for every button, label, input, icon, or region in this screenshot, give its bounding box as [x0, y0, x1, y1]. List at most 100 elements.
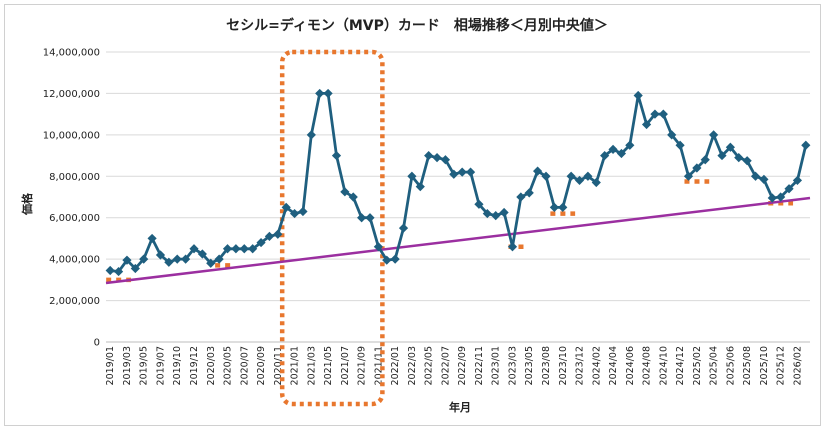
data-point	[507, 242, 518, 252]
data-point	[717, 150, 727, 161]
data-point	[348, 192, 358, 202]
x-tick-label: 2022/01	[390, 346, 401, 385]
y-tick-label: 4,000,000	[49, 255, 100, 266]
data-point	[357, 213, 367, 223]
x-tick-label: 2024/02	[591, 346, 602, 385]
data-point	[105, 265, 115, 276]
data-point	[298, 206, 308, 217]
data-point	[155, 250, 166, 260]
x-tick-label: 2019/01	[105, 346, 116, 385]
x-tick-label: 2020/03	[206, 346, 217, 385]
data-point	[667, 130, 677, 140]
x-axis-label: 年月	[449, 400, 471, 414]
x-tick-label: 2023/01	[491, 346, 502, 385]
data-point	[482, 208, 492, 219]
data-point	[214, 254, 224, 264]
data-point	[616, 148, 627, 159]
data-point	[608, 144, 618, 154]
x-tick-label: 2020/11	[273, 346, 284, 385]
data-point	[457, 167, 467, 177]
data-point	[600, 150, 610, 161]
x-tick-label: 2019/03	[122, 346, 133, 385]
y-axis-label: 価格	[20, 192, 34, 216]
data-point	[440, 155, 451, 165]
chart-title: セシル=ディモン（MVP）カード 相場推移＜月別中央値＞	[226, 17, 608, 34]
data-point	[558, 202, 568, 212]
data-point	[767, 193, 777, 203]
price-chart: セシル=ディモン（MVP）カード 相場推移＜月別中央値＞ 0 2,000,000 4…	[20, 17, 811, 414]
x-tick-label: 2021/11	[373, 346, 384, 385]
data-point	[692, 163, 702, 173]
x-tick-label: 2025/08	[742, 346, 753, 385]
data-point	[641, 119, 652, 130]
x-tick-label: 2025/06	[725, 346, 736, 385]
x-tick-label: 2022/05	[424, 346, 435, 385]
x-tick-label: 2021/01	[290, 346, 301, 385]
data-point	[181, 254, 191, 264]
x-tick-label: 2023/10	[558, 346, 569, 385]
x-tick-label: 2025/04	[709, 346, 720, 385]
trendline-layer	[105, 196, 811, 285]
x-tick-label: 2022/07	[440, 346, 451, 385]
data-point	[239, 244, 249, 254]
y-tick-label: 6,000,000	[49, 213, 100, 224]
data-point	[281, 202, 291, 212]
data-point	[256, 237, 266, 248]
x-tick-label: 2022/03	[407, 346, 418, 385]
x-tick-label: 2020/09	[256, 346, 267, 385]
data-point	[449, 169, 459, 179]
data-point	[675, 140, 685, 150]
x-tick-label: 2022/09	[457, 346, 468, 385]
data-point	[382, 255, 392, 265]
x-tick-label: 2021/03	[306, 346, 317, 385]
x-tick-label: 2019/12	[189, 346, 200, 385]
data-point	[172, 254, 182, 264]
data-point	[742, 156, 752, 166]
data-point	[113, 266, 124, 277]
series-line	[110, 92, 808, 274]
x-tick-label: 2020/07	[239, 346, 250, 385]
data-point	[591, 177, 601, 188]
data-point	[206, 258, 216, 268]
x-tick-label: 2019/05	[139, 346, 150, 385]
y-tick-label: 2,000,000	[49, 296, 100, 307]
data-point	[784, 184, 794, 194]
data-point	[541, 171, 551, 181]
data-point	[164, 257, 174, 267]
x-tick-label: 2021/07	[340, 346, 351, 385]
data-point	[407, 171, 417, 181]
data-point	[516, 192, 526, 202]
data-point	[432, 153, 442, 163]
data-point	[776, 192, 786, 202]
annotations	[106, 49, 794, 407]
highlight-box	[279, 49, 385, 407]
x-tick-label: 2023/12	[575, 346, 586, 385]
data-point	[633, 90, 643, 101]
y-tick-label: 10,000,000	[43, 130, 100, 141]
x-tick-label: 2025/10	[759, 346, 770, 385]
data-point	[331, 150, 342, 161]
data-point	[683, 171, 694, 181]
data-point	[415, 182, 425, 192]
x-tick-label: 2024/12	[675, 346, 686, 385]
data-point	[465, 167, 476, 177]
x-tick-label: 2024/10	[658, 346, 669, 385]
data-point	[658, 109, 668, 119]
data-point	[306, 130, 316, 140]
x-tick-label: 2024/08	[642, 346, 653, 385]
data-point	[248, 244, 258, 254]
data-point	[566, 171, 576, 181]
data-point	[700, 155, 710, 165]
data-point	[289, 208, 300, 219]
data-point	[549, 202, 559, 212]
data-point	[390, 254, 400, 264]
data-point	[625, 140, 635, 150]
x-tick-label: 2023/03	[507, 346, 518, 385]
x-tick-label: 2024/06	[625, 346, 636, 385]
data-point	[759, 174, 769, 184]
series-layer	[105, 88, 811, 277]
gridlines	[106, 51, 810, 343]
data-point	[650, 109, 660, 119]
data-point	[725, 142, 735, 152]
data-point	[139, 254, 149, 264]
